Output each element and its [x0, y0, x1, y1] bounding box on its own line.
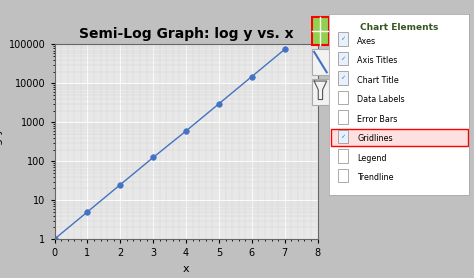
- Text: ✓: ✓: [340, 56, 346, 61]
- Text: Legend: Legend: [357, 154, 387, 163]
- Text: Axes: Axes: [357, 36, 376, 46]
- Bar: [338, 110, 348, 124]
- Y-axis label: log y: log y: [0, 128, 3, 155]
- Text: Data Labels: Data Labels: [357, 95, 405, 104]
- Text: Error Bars: Error Bars: [357, 115, 398, 123]
- FancyBboxPatch shape: [312, 49, 328, 75]
- Bar: [338, 169, 348, 182]
- Bar: [338, 32, 348, 46]
- Text: Chart Elements: Chart Elements: [360, 23, 438, 32]
- Bar: [338, 150, 348, 163]
- Text: Trendline: Trendline: [357, 173, 394, 182]
- Text: Gridlines: Gridlines: [357, 134, 393, 143]
- Text: ✓: ✓: [340, 76, 346, 81]
- Bar: [338, 130, 348, 143]
- Bar: [338, 91, 348, 105]
- Text: ✓: ✓: [340, 37, 346, 42]
- FancyBboxPatch shape: [331, 129, 468, 146]
- Bar: [338, 52, 348, 65]
- Text: ✓: ✓: [340, 134, 346, 139]
- Text: Axis Titles: Axis Titles: [357, 56, 398, 65]
- FancyBboxPatch shape: [312, 79, 328, 105]
- X-axis label: x: x: [183, 264, 189, 274]
- FancyBboxPatch shape: [312, 17, 328, 45]
- Text: Chart Title: Chart Title: [357, 76, 399, 85]
- Title: Semi-Log Graph: log y vs. x: Semi-Log Graph: log y vs. x: [79, 26, 293, 41]
- Bar: [338, 71, 348, 85]
